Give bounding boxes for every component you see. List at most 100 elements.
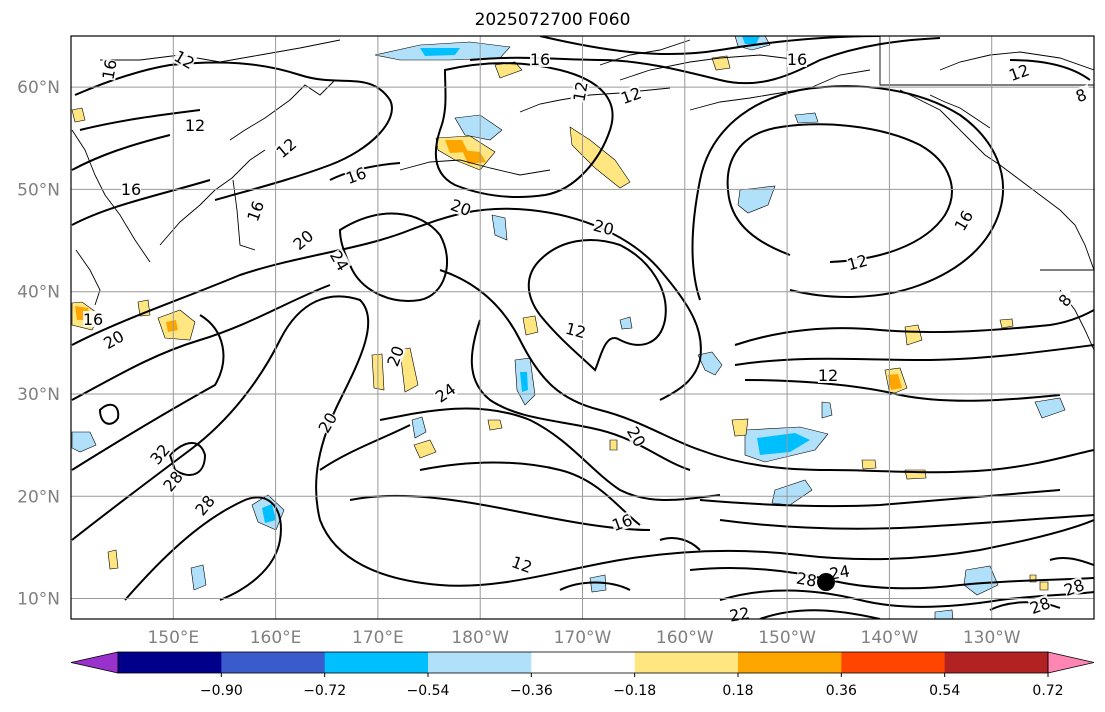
contour-label: 24 — [432, 379, 460, 406]
contour-label: 20 — [289, 226, 317, 254]
svg-text:16: 16 — [243, 198, 268, 224]
svg-text:28: 28 — [159, 467, 187, 495]
contour-label-group: 16 12 16 12 12 16 12 12 16 12 16 20 16 20 20 24 12 12 16 16… — [83, 47, 1094, 626]
map-title: 2025072700 F060 — [474, 10, 631, 30]
colorbar: −0.90 −0.72 −0.54 −0.36 −0.18 0.18 0.36 0.54 0.7… — [70, 651, 1095, 699]
map-content — [71, 36, 1094, 619]
colorbar-segment — [428, 652, 532, 673]
positive-shading — [71, 55, 1049, 591]
svg-text:12: 12 — [1006, 60, 1032, 85]
strong-positive-shading — [75, 140, 902, 390]
storm-center-marker — [817, 573, 835, 591]
colorbar-tick-label: −0.90 — [200, 683, 243, 699]
contour-label: 16 — [951, 207, 978, 234]
colorbar-segment — [531, 652, 636, 673]
svg-text:16: 16 — [121, 180, 141, 199]
contour-label: 16 — [98, 58, 120, 81]
colorbar-segment — [738, 652, 842, 673]
contour-label: 16 — [243, 198, 268, 224]
map-gridlines — [71, 36, 1094, 619]
colorbar-segment — [118, 652, 222, 673]
contour-label: 20 — [591, 216, 616, 240]
svg-text:22: 22 — [728, 603, 751, 625]
contour-label: 12 — [563, 319, 588, 343]
latitude-label: 10°N — [17, 590, 60, 610]
colorbar-tick-label: −0.36 — [510, 683, 553, 699]
colorbar-extend-low — [70, 651, 119, 674]
latitude-tick-labels: 60°N 50°N 40°N 30°N 20°N 10°N — [17, 78, 60, 609]
svg-text:16: 16 — [98, 58, 120, 81]
contour-label: 22 — [728, 603, 751, 625]
colorbar-tick-label: 0.72 — [1032, 683, 1063, 699]
contour-label: 8 — [1052, 287, 1078, 313]
contour-label: 12 — [509, 552, 535, 577]
contour-label: 12 — [818, 366, 838, 385]
contour-label: 12 — [569, 80, 591, 103]
svg-text:12: 12 — [185, 116, 205, 135]
contour-label: 16 — [787, 50, 807, 69]
colorbar-segment — [841, 652, 946, 673]
svg-text:20: 20 — [591, 216, 616, 240]
contour-label: 28 — [795, 568, 818, 590]
svg-text:12: 12 — [845, 251, 870, 275]
contour-label: 16 — [530, 50, 550, 69]
svg-text:16: 16 — [83, 310, 103, 329]
svg-text:16: 16 — [530, 50, 550, 69]
contour-label: 12 — [171, 47, 198, 74]
longitude-label: 140°W — [861, 628, 919, 648]
svg-text:16: 16 — [343, 163, 369, 188]
colorbar-segment — [324, 652, 429, 673]
latitude-label: 40°N — [17, 283, 60, 303]
colorbar-tick-label: −0.18 — [613, 683, 656, 699]
svg-text:28: 28 — [191, 491, 219, 519]
svg-text:12: 12 — [569, 80, 591, 103]
colorbar-segment — [944, 652, 1049, 673]
svg-text:12: 12 — [563, 319, 588, 343]
svg-text:12: 12 — [272, 134, 300, 162]
strong-negative-shading — [262, 36, 810, 523]
longitude-label: 180°W — [451, 628, 509, 648]
colorbar-segment — [221, 652, 326, 673]
longitude-label: 130°W — [963, 628, 1021, 648]
contour-label: 8 — [1068, 84, 1094, 106]
negative-shading — [71, 36, 1066, 619]
map-frame — [70, 35, 1095, 620]
contour-lines — [71, 36, 1094, 619]
contour-label: 16 — [121, 180, 141, 199]
svg-text:12: 12 — [171, 47, 198, 74]
svg-text:16: 16 — [951, 207, 978, 234]
contour-label: 28 — [191, 491, 219, 519]
colorbar-tick-label: 0.36 — [826, 683, 857, 699]
svg-text:24: 24 — [432, 379, 460, 406]
contour-label: 16 — [609, 510, 635, 535]
contour-label: 28 — [159, 467, 187, 495]
contour-label: 16 — [83, 310, 103, 329]
svg-text:12: 12 — [818, 366, 838, 385]
latitude-label: 20°N — [17, 487, 60, 507]
latitude-label: 60°N — [17, 78, 60, 98]
longitude-label: 150°E — [147, 628, 199, 648]
longitude-label: 150°W — [758, 628, 816, 648]
svg-text:28: 28 — [795, 568, 818, 590]
svg-text:20: 20 — [315, 409, 342, 436]
longitude-label: 170°W — [554, 628, 612, 648]
colorbar-tick-label: −0.72 — [303, 683, 346, 699]
contour-label: 12 — [185, 116, 205, 135]
contour-label: 12 — [1006, 60, 1032, 85]
contour-label: 20 — [315, 409, 342, 436]
longitude-label: 160°E — [250, 628, 302, 648]
svg-text:12: 12 — [509, 552, 535, 577]
colorbar-extend-high — [1047, 651, 1095, 674]
colorbar-tick-label: −0.54 — [407, 683, 450, 699]
svg-text:20: 20 — [289, 226, 317, 254]
colorbar-tick-label: 0.54 — [929, 683, 960, 699]
contour-label: 16 — [343, 163, 369, 188]
contour-label: 12 — [845, 251, 870, 275]
latitude-label: 50°N — [17, 180, 60, 200]
longitude-label: 170°E — [352, 628, 404, 648]
svg-text:16: 16 — [787, 50, 807, 69]
longitude-label: 160°W — [656, 628, 714, 648]
colorbar-tick-label: 0.18 — [722, 683, 753, 699]
colorbar-segment — [634, 652, 739, 673]
